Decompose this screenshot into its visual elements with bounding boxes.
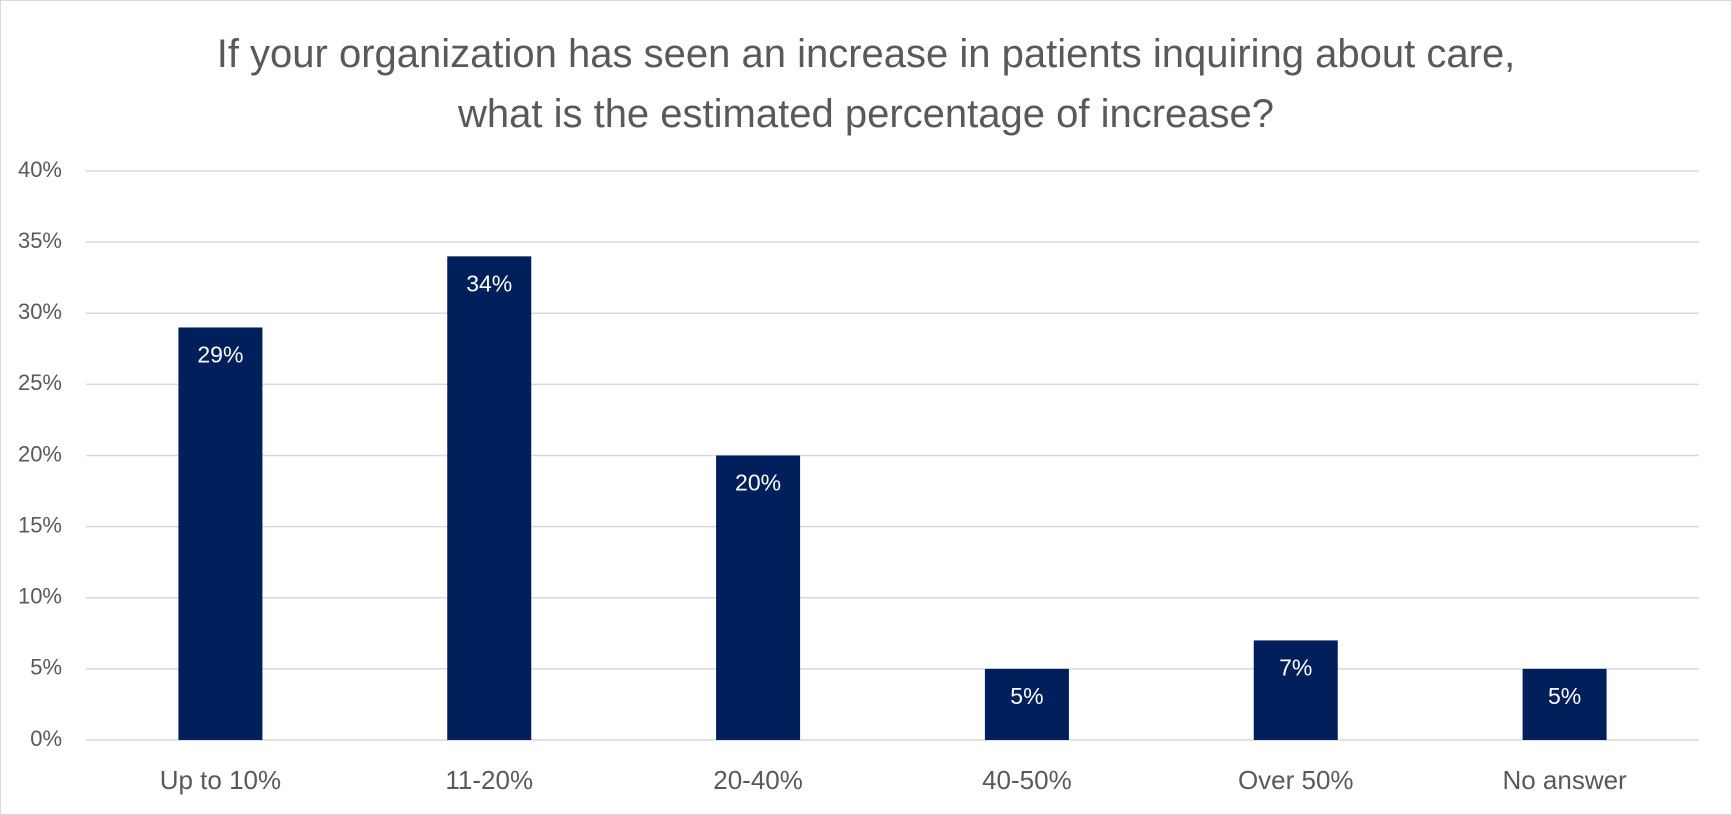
bar [1522, 668, 1607, 740]
y-tick-label: 0% [30, 726, 62, 751]
x-tick-label: 40-50% [982, 765, 1072, 795]
x-tick-label: No answer [1502, 765, 1627, 795]
y-tick-label: 10% [18, 584, 62, 609]
bar [716, 455, 801, 740]
y-tick-label: 15% [18, 512, 62, 537]
y-tick-label: 25% [18, 370, 62, 395]
y-tick-label: 35% [18, 228, 62, 253]
data-label: 29% [197, 342, 243, 368]
y-tick-label: 5% [30, 655, 62, 680]
data-label: 7% [1279, 655, 1312, 681]
bar [178, 327, 263, 740]
y-tick-label: 20% [18, 441, 62, 466]
x-tick-label: 20-40% [713, 765, 803, 795]
data-label: 20% [735, 470, 781, 496]
data-label: 5% [1548, 683, 1581, 709]
x-tick-label: Over 50% [1238, 765, 1354, 795]
chart-title: If your organization has seen an increas… [216, 32, 1516, 136]
bar [1253, 640, 1338, 740]
x-tick-label: 11-20% [445, 765, 533, 795]
data-label: 5% [1010, 683, 1043, 709]
y-tick-label: 30% [18, 299, 62, 324]
x-tick-label: Up to 10% [160, 765, 281, 795]
bar [984, 668, 1069, 740]
y-tick-label: 40% [18, 157, 62, 182]
data-label: 34% [466, 270, 512, 296]
bar [447, 256, 532, 740]
